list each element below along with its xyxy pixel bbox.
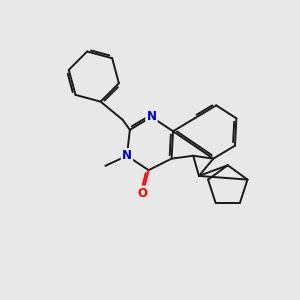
Text: N: N <box>122 149 132 162</box>
Text: O: O <box>138 187 148 200</box>
Text: N: N <box>146 110 156 123</box>
